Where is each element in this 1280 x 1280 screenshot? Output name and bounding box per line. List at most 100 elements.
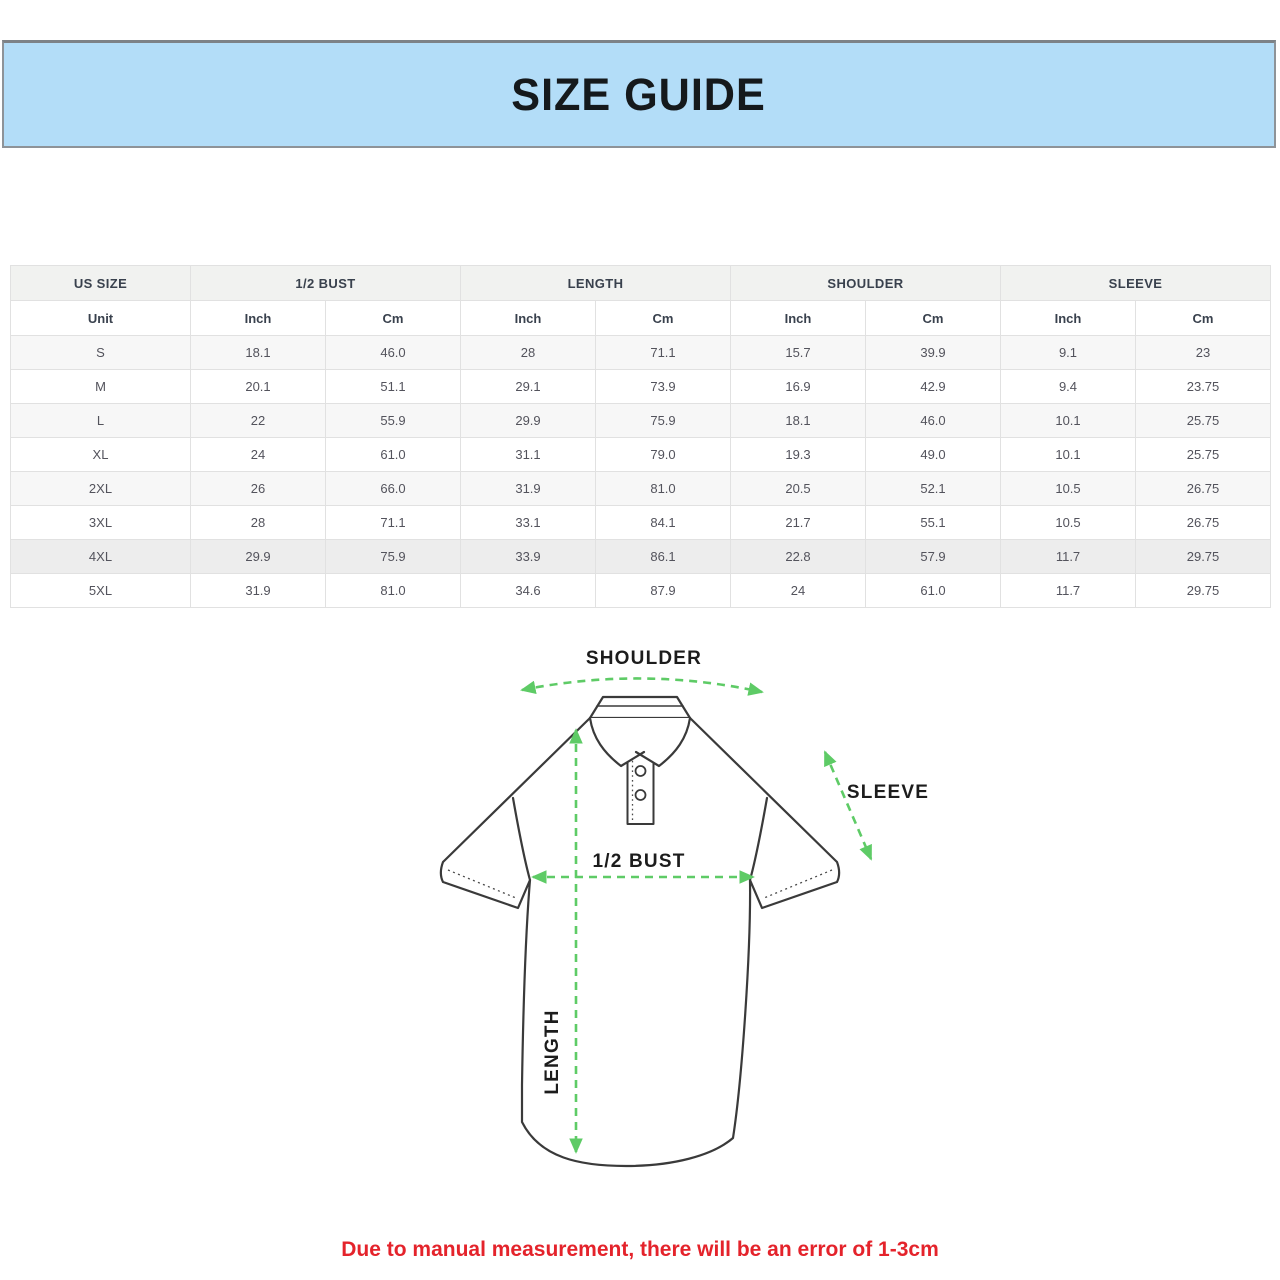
measurement-cell: 29.9 [190, 539, 326, 574]
measurement-cell: 81.0 [595, 471, 731, 506]
measurement-cell: 24 [190, 437, 326, 472]
unit-header-cell: Cm [595, 300, 731, 336]
measurement-cell: 29.75 [1134, 539, 1272, 574]
unit-header-cell: Inch [730, 300, 866, 336]
measurement-cell: 25.75 [1134, 403, 1272, 438]
measurement-cell: 10.1 [1000, 437, 1136, 472]
table-group-header-row: US SIZE 1/2 BUST LENGTH SHOULDER SLEEVE [10, 265, 1272, 301]
measurement-cell: 16.9 [730, 369, 866, 404]
measurement-cell: 55.1 [865, 505, 1001, 540]
measurement-cell: 10.5 [1000, 471, 1136, 506]
shoulder-arrow [520, 677, 764, 696]
unit-header-cell: Cm [325, 300, 461, 336]
measurement-cell: 20.5 [730, 471, 866, 506]
table-row: S 18.1 46.0 28 71.1 15.7 39.9 9.1 23 [10, 335, 1272, 370]
measurement-cell: 87.9 [595, 573, 731, 608]
measurement-cell: 61.0 [325, 437, 461, 472]
measurement-cell: 19.3 [730, 437, 866, 472]
page-title: SIZE GUIDE [511, 68, 767, 120]
measurement-cell: 24 [730, 573, 866, 608]
table-row: XL 24 61.0 31.1 79.0 19.3 49.0 10.1 25.75 [10, 437, 1272, 472]
measurement-cell: 75.9 [325, 539, 461, 574]
unit-header-cell: Cm [1134, 300, 1272, 336]
measurement-cell: 73.9 [595, 369, 731, 404]
measurement-cell: 49.0 [865, 437, 1001, 472]
measurement-cell: 26.75 [1134, 505, 1272, 540]
size-chart-table: US SIZE 1/2 BUST LENGTH SHOULDER SLEEVE Unit… [10, 265, 1272, 608]
measurement-cell: 26.75 [1134, 471, 1272, 506]
measurement-cell: 42.9 [865, 369, 1001, 404]
measurement-cell: 61.0 [865, 573, 1001, 608]
measurement-cell: 39.9 [865, 335, 1001, 370]
size-name-cell: XL [10, 437, 191, 472]
size-name-cell: M [10, 369, 191, 404]
measurement-cell: 84.1 [595, 505, 731, 540]
measurement-cell: 23 [1134, 335, 1272, 370]
table-row: 4XL 29.9 75.9 33.9 86.1 22.8 57.9 11.7 29.75 [10, 539, 1272, 574]
size-name-cell: L [10, 403, 191, 438]
shirt-body-outline [439, 716, 841, 1168]
measurement-cell: 18.1 [190, 335, 326, 370]
column-group-header: SLEEVE [999, 265, 1272, 301]
size-name-cell: 3XL [10, 505, 191, 540]
unit-header-cell: Inch [460, 300, 596, 336]
size-name-cell: 5XL [10, 573, 191, 608]
collar-band [588, 695, 692, 720]
table-row: M 20.1 51.1 29.1 73.9 16.9 42.9 9.4 23.75 [10, 369, 1272, 404]
button-top [634, 765, 647, 777]
measurement-cell: 33.1 [460, 505, 596, 540]
sleeve-label: SLEEVE [847, 782, 929, 803]
table-row: 3XL 28 71.1 33.1 84.1 21.7 55.1 10.5 26.75 [10, 505, 1272, 540]
measurement-cell: 26 [190, 471, 326, 506]
left-armhole-seam [511, 796, 532, 882]
column-group-header: US SIZE [10, 265, 191, 301]
measurement-cell: 51.1 [325, 369, 461, 404]
collar-left-flap [590, 718, 644, 766]
measurement-cell: 29.1 [460, 369, 596, 404]
measurement-cell: 22 [190, 403, 326, 438]
right-cuff-stitch [763, 869, 833, 899]
measurement-cell: 75.9 [595, 403, 731, 438]
measurement-cell: 66.0 [325, 471, 461, 506]
left-cuff-stitch [447, 869, 517, 899]
column-group-header: SHOULDER [730, 265, 1001, 301]
unit-header-cell: Unit [10, 300, 191, 336]
measurement-cell: 9.1 [1000, 335, 1136, 370]
table-row: 2XL 26 66.0 31.9 81.0 20.5 52.1 10.5 26.75 [10, 471, 1272, 506]
size-guide-banner: SIZE GUIDE [2, 40, 1276, 148]
measurement-cell: 22.8 [730, 539, 866, 574]
measurement-cell: 18.1 [730, 403, 866, 438]
collar-right-flap [636, 718, 690, 766]
measurement-cell: 10.5 [1000, 505, 1136, 540]
measurement-cell: 29.75 [1134, 573, 1272, 608]
measurement-cell: 31.9 [190, 573, 326, 608]
column-group-header: LENGTH [460, 265, 731, 301]
measurement-cell: 31.9 [460, 471, 596, 506]
measurement-cell: 10.1 [1000, 403, 1136, 438]
measurement-cell: 55.9 [325, 403, 461, 438]
measurement-cell: 52.1 [865, 471, 1001, 506]
measurement-cell: 25.75 [1134, 437, 1272, 472]
unit-header-cell: Cm [865, 300, 1001, 336]
shoulder-label: SHOULDER [586, 648, 702, 669]
bust-label: 1/2 BUST [592, 851, 685, 872]
measurement-cell: 46.0 [865, 403, 1001, 438]
collar-right-flap-edge [634, 716, 692, 768]
table-row: 5XL 31.9 81.0 34.6 87.9 24 61.0 11.7 29.75 [10, 573, 1272, 608]
polo-shirt-diagram: SHOULDER SLEEVE 1/2 BUST LENGTH [439, 648, 929, 1168]
measurement-cell: 11.7 [1000, 573, 1136, 608]
measurement-cell: 20.1 [190, 369, 326, 404]
measurement-cell: 71.1 [325, 505, 461, 540]
measurement-cell: 71.1 [595, 335, 731, 370]
measurement-cell: 28 [190, 505, 326, 540]
size-name-cell: 2XL [10, 471, 191, 506]
measurement-cell: 31.1 [460, 437, 596, 472]
measurement-cell: 57.9 [865, 539, 1001, 574]
measurement-cell: 34.6 [460, 573, 596, 608]
measurement-cell: 86.1 [595, 539, 731, 574]
placket [626, 751, 655, 825]
measurement-cell: 33.9 [460, 539, 596, 574]
measurement-cell: 11.7 [1000, 539, 1136, 574]
measurement-cell: 15.7 [730, 335, 866, 370]
length-label: LENGTH [542, 1009, 563, 1094]
